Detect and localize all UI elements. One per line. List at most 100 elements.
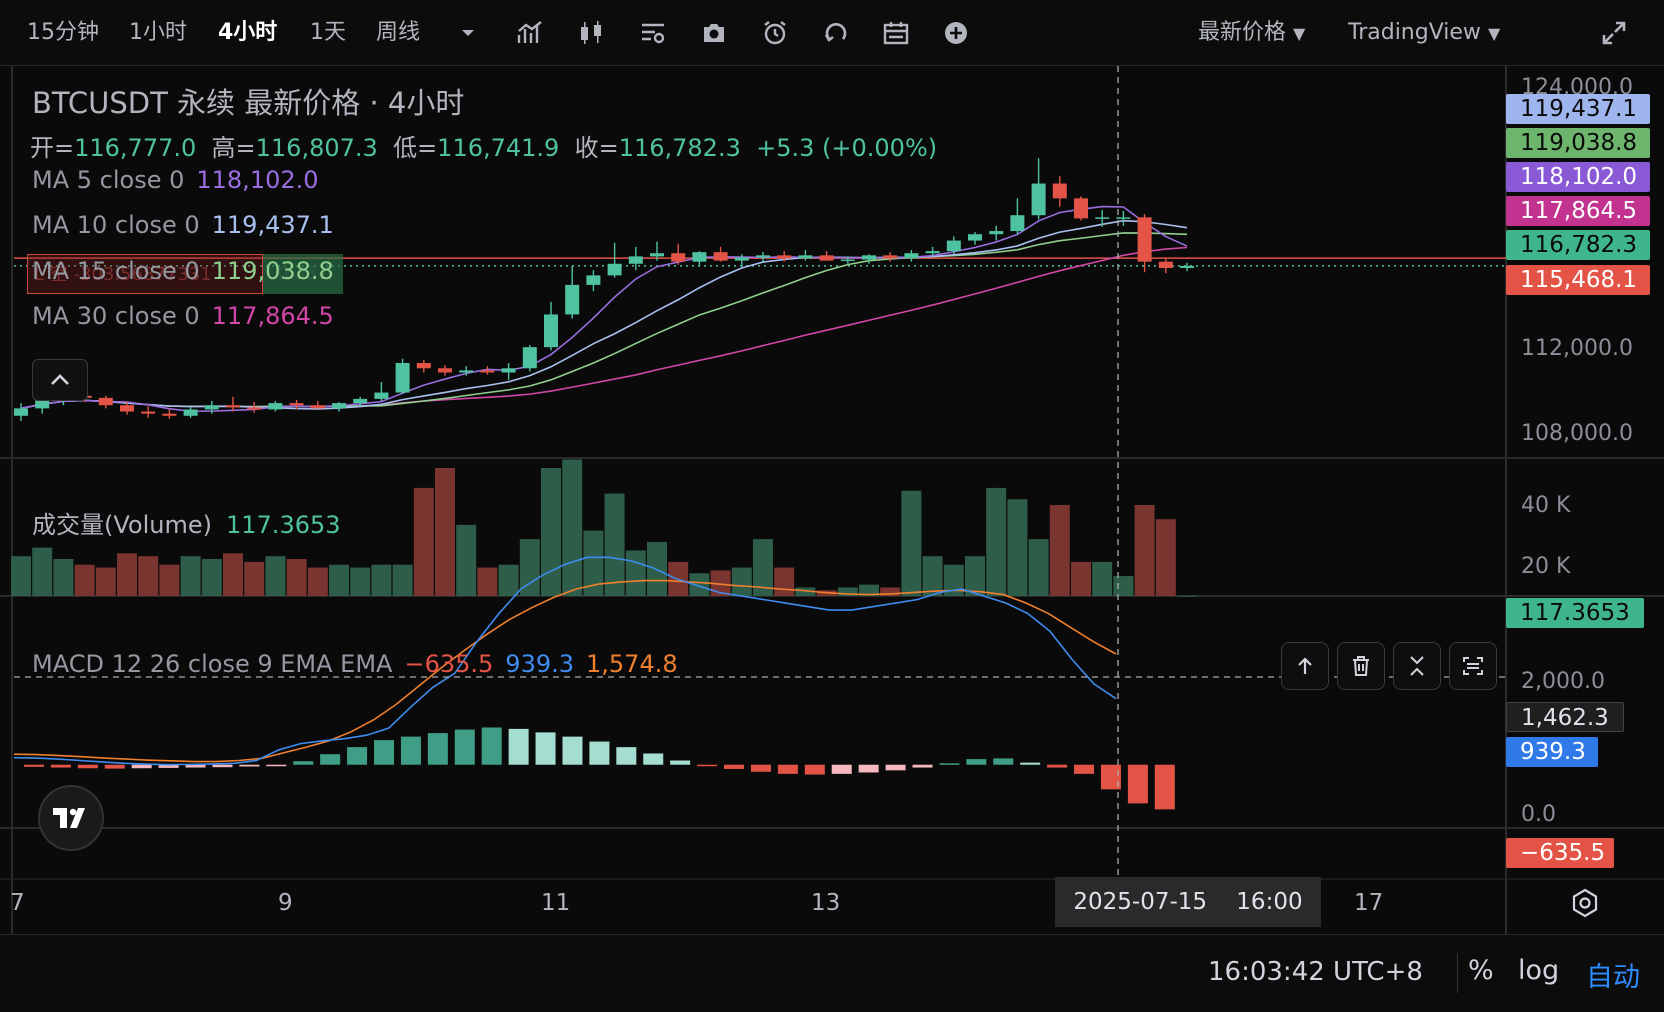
interval-4h[interactable]: 4小时 xyxy=(218,20,278,45)
macd-histogram-bar xyxy=(239,764,260,767)
candle-body xyxy=(459,370,474,373)
position-line-label[interactable]: L 空 -303.56877331 xyxy=(27,254,263,294)
replay-icon[interactable] xyxy=(820,17,852,49)
macd-histogram-bar xyxy=(77,764,98,769)
candle-body xyxy=(120,405,134,412)
macd-histogram-bar xyxy=(400,736,421,765)
percent-scale-toggle[interactable]: % xyxy=(1468,955,1494,986)
volume-bar xyxy=(350,567,371,596)
candle-body xyxy=(1158,261,1173,268)
candle-body xyxy=(565,284,580,315)
chevron-down-icon: ▼ xyxy=(1487,24,1501,43)
candle-type-icon[interactable] xyxy=(575,17,607,49)
high-value: 116,807.3 xyxy=(255,134,378,162)
volume-bar xyxy=(541,468,561,596)
candle-body xyxy=(35,399,50,409)
candle-body xyxy=(14,408,28,416)
candle-body xyxy=(1137,217,1152,262)
ma15-value: 119,038.8 xyxy=(211,257,334,285)
last-price-tag: 116,782.3 xyxy=(1506,230,1650,260)
candle-body xyxy=(141,411,156,414)
volume-bar xyxy=(1177,595,1197,597)
interval-15m[interactable]: 15分钟 xyxy=(27,20,99,45)
auto-scale-toggle[interactable]: 自动 xyxy=(1586,962,1640,993)
volume-bar xyxy=(1028,539,1049,596)
macd-tick: 2,000.0 xyxy=(1521,669,1605,694)
macd-signal-line xyxy=(13,579,1117,763)
interval-1d[interactable]: 1天 xyxy=(310,20,346,45)
volume-bar xyxy=(922,556,943,596)
ma15-price-tag: 119,038.8 xyxy=(1506,128,1650,158)
collapse-icon xyxy=(1410,656,1424,676)
volume-bar xyxy=(986,487,1007,596)
volume-bar xyxy=(774,567,795,596)
add-plus-icon[interactable] xyxy=(940,17,972,49)
time-tick: 17 xyxy=(1354,890,1384,916)
ma15-legend[interactable]: MA 15 close 0 119,038.8 xyxy=(32,257,334,285)
time-tick: 9 xyxy=(278,890,293,916)
ma10-legend[interactable]: MA 10 close 0 119,437.1 xyxy=(32,211,334,239)
candle-body xyxy=(226,405,240,408)
macd-histogram-bar xyxy=(185,764,206,768)
high-label: 高= xyxy=(211,134,256,162)
macd-hist-tag: −635.5 xyxy=(1506,838,1614,868)
template-icon[interactable] xyxy=(637,17,669,49)
candle-body xyxy=(522,347,537,369)
candle-body xyxy=(586,275,601,285)
candle-body xyxy=(353,398,368,404)
delete-pane-button[interactable] xyxy=(1337,642,1385,690)
collapse-pane-button[interactable] xyxy=(1393,642,1441,690)
macd-histogram-bar xyxy=(939,763,960,765)
interval-1h[interactable]: 1小时 xyxy=(129,20,187,45)
position-price-tag: 115,468.1 xyxy=(1506,265,1650,295)
volume-bar xyxy=(138,556,159,596)
chevron-down-icon: ▼ xyxy=(1293,24,1306,43)
volume-bar xyxy=(244,561,265,596)
macd-histogram-bar xyxy=(266,764,287,767)
volume-bar xyxy=(731,567,752,596)
volume-bar xyxy=(837,587,858,596)
macd-legend[interactable]: MACD 12 26 close 9 EMA EMA −635.5 939.3 1,5… xyxy=(32,650,678,678)
interval-dropdown-icon[interactable] xyxy=(452,17,484,49)
change-value: +5.3 (+0.00%) xyxy=(756,134,938,162)
chart-provider-select[interactable]: TradingView ▼ xyxy=(1348,14,1500,52)
calendar-icon[interactable] xyxy=(880,17,912,49)
alarm-icon[interactable] xyxy=(759,17,791,49)
move-pane-up-button[interactable] xyxy=(1281,642,1329,690)
indicators-icon[interactable] xyxy=(514,17,546,49)
volume-bar xyxy=(456,524,477,596)
interval-1w[interactable]: 周线 xyxy=(376,20,421,45)
ma30-value: 117,864.5 xyxy=(211,302,334,330)
chart-settings-gear-icon[interactable] xyxy=(1568,886,1602,920)
volume-label: 成交量(Volume) xyxy=(32,511,212,539)
camera-icon[interactable] xyxy=(698,17,730,49)
volume-bar xyxy=(329,564,349,596)
volume-bar xyxy=(32,547,53,596)
volume-bar xyxy=(265,556,286,596)
macd-histogram-bar xyxy=(804,764,825,775)
tradingview-logo[interactable] xyxy=(38,785,104,851)
candle-body xyxy=(1052,183,1067,199)
price-chart[interactable] xyxy=(0,66,1664,934)
volume-bar xyxy=(1049,504,1070,596)
candle-body xyxy=(374,392,389,399)
candle-body xyxy=(98,397,113,406)
ma5-legend[interactable]: MA 5 close 0 118,102.0 xyxy=(32,166,319,194)
volume-bar xyxy=(392,564,413,596)
macd-histogram-bar xyxy=(589,741,610,765)
log-scale-toggle[interactable]: log xyxy=(1518,955,1560,986)
macd-histogram-bar xyxy=(104,764,125,769)
candle-body xyxy=(544,314,558,348)
volume-bar xyxy=(223,553,243,596)
volume-legend[interactable]: 成交量(Volume) 117.3653 xyxy=(32,505,341,540)
fullscreen-icon[interactable] xyxy=(1598,17,1630,49)
collapse-legend-button[interactable] xyxy=(32,359,88,401)
position-qty[interactable]: 0.331 xyxy=(263,254,343,294)
close-label: 收= xyxy=(574,134,619,162)
candle-body xyxy=(734,257,749,261)
maximize-pane-button[interactable] xyxy=(1449,642,1497,690)
price-type-select[interactable]: 最新价格 ▼ xyxy=(1198,14,1305,52)
candle-body xyxy=(904,253,919,259)
candle-body xyxy=(840,259,855,262)
ma30-legend[interactable]: MA 30 close 0 117,864.5 xyxy=(32,302,334,330)
